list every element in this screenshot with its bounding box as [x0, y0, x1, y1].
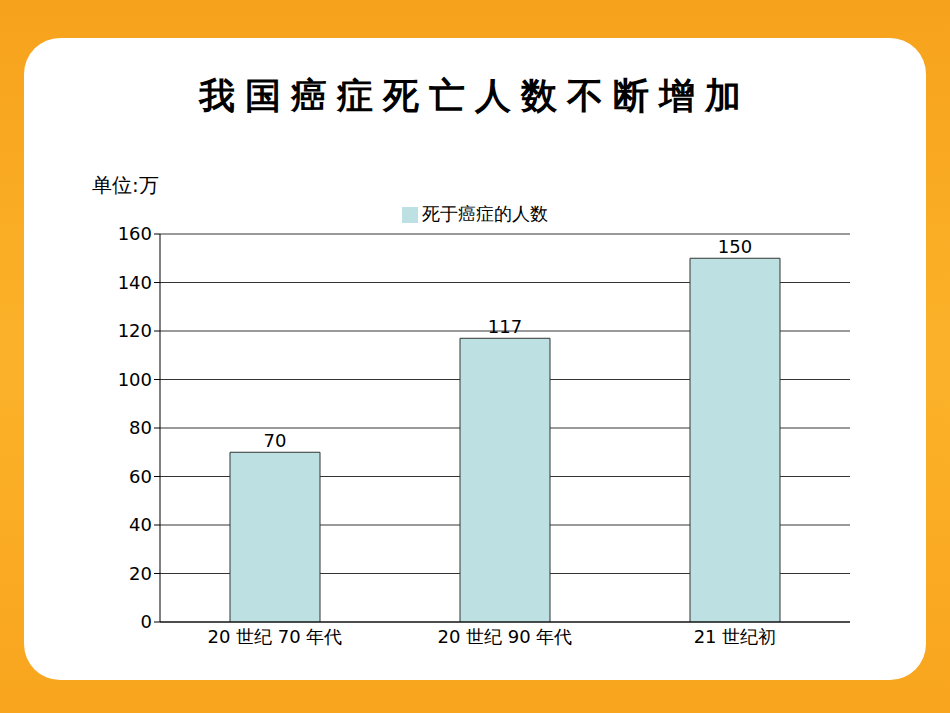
- svg-text:20: 20: [129, 563, 152, 584]
- svg-text:80: 80: [129, 417, 152, 438]
- svg-text:60: 60: [129, 466, 152, 487]
- svg-text:160: 160: [118, 223, 152, 244]
- svg-text:117: 117: [488, 316, 522, 337]
- html-text:我国癌症死亡人数不断增加: 我国癌症死亡人数不断增加: [199, 75, 751, 116]
- svg-text:40: 40: [129, 514, 152, 535]
- svg-text:21 世纪初: 21 世纪初: [694, 626, 777, 647]
- svg-text:0: 0: [141, 611, 152, 632]
- svg-text:20 世纪 90 年代: 20 世纪 90 年代: [438, 626, 573, 647]
- html-text:单位:万: 单位:万: [92, 173, 159, 197]
- svg-text:100: 100: [118, 369, 152, 390]
- svg-text:70: 70: [264, 430, 287, 451]
- svg-text:140: 140: [118, 272, 152, 293]
- svg-text:150: 150: [718, 236, 752, 257]
- svg-text:20 世纪 70 年代: 20 世纪 70 年代: [208, 626, 343, 647]
- html-text:死于癌症的人数: 死于癌症的人数: [422, 203, 548, 224]
- svg-text:120: 120: [118, 320, 152, 341]
